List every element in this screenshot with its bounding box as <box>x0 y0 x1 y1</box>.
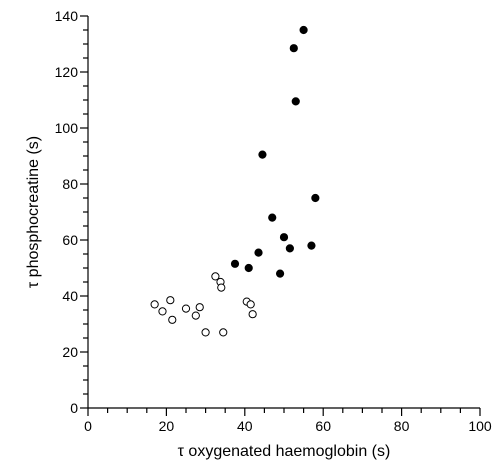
filled-data-point <box>311 193 320 203</box>
y-tick-label: 60 <box>62 232 78 248</box>
open-data-point <box>248 310 257 319</box>
open-data-point <box>195 303 204 312</box>
open-data-point <box>211 272 220 281</box>
filled-data-point <box>244 263 253 273</box>
open-data-point <box>191 311 200 320</box>
open-data-point <box>166 296 175 305</box>
filled-data-point <box>275 269 285 278</box>
axis-tick-labels: 0 20 40 60 80 100 0 20 40 60 80 100 120 140 <box>55 8 492 434</box>
x-tick-label: 20 <box>159 418 175 434</box>
open-data-point <box>158 307 167 316</box>
y-tick-label: 20 <box>62 344 78 360</box>
x-tick-label: 60 <box>315 418 331 434</box>
x-tick-label: 40 <box>237 418 253 434</box>
data-points <box>150 25 320 337</box>
y-tick-label: 0 <box>70 400 78 416</box>
filled-data-point <box>230 259 240 268</box>
filled-data-point <box>279 233 289 242</box>
open-data-point <box>181 304 191 313</box>
open-data-point <box>219 328 228 337</box>
axis-ticks <box>80 15 481 416</box>
x-tick-label: 0 <box>84 418 92 434</box>
x-axis-title: τ oxygenated haemoglobin (s) <box>178 443 391 460</box>
y-tick-label: 140 <box>55 8 79 24</box>
filled-data-point <box>307 241 316 250</box>
filled-data-point <box>258 150 267 159</box>
filled-data-point <box>268 213 277 222</box>
filled-data-point <box>254 248 263 257</box>
open-data-point <box>150 300 159 309</box>
open-data-point <box>201 328 210 337</box>
filled-data-point <box>285 244 294 253</box>
open-data-point <box>217 283 226 292</box>
open-data-point <box>246 300 255 309</box>
y-tick-label: 80 <box>62 176 78 192</box>
y-axis-title: τ phosphocreatine (s) <box>25 136 42 288</box>
y-tick-label: 120 <box>55 64 79 80</box>
y-tick-label: 100 <box>55 120 79 136</box>
x-tick-label: 80 <box>394 418 410 434</box>
filled-data-point <box>299 25 308 35</box>
open-data-point <box>168 315 177 324</box>
x-tick-label: 100 <box>468 418 492 434</box>
filled-data-point <box>289 44 298 53</box>
y-tick-label: 40 <box>62 288 78 304</box>
filled-data-point <box>291 97 300 106</box>
